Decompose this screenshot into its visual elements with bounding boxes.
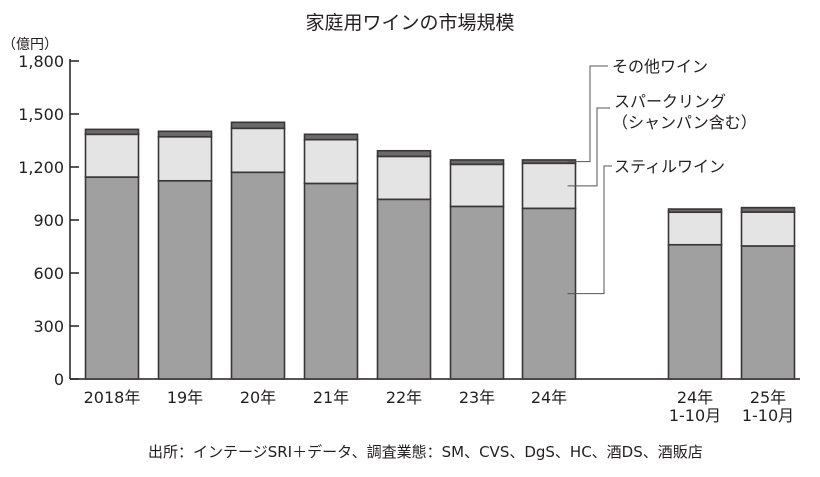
x-tick-label: 19年 bbox=[167, 388, 203, 407]
x-tick-label: 22年 bbox=[386, 388, 422, 407]
bar-segment bbox=[303, 138, 359, 185]
bar-segment bbox=[449, 163, 505, 208]
x-tick-label: 24年 bbox=[531, 388, 567, 407]
source-note: 出所：インテージSRI＋データ、調査業態：SM、CVS、DgS、HC、酒DS、酒… bbox=[148, 443, 703, 461]
bar-segment bbox=[740, 211, 796, 247]
x-tick-sublabel: 1-10月 bbox=[669, 406, 721, 425]
x-tick-label: 25年 bbox=[750, 388, 786, 407]
bar-segment bbox=[740, 206, 796, 213]
bar-segment bbox=[84, 128, 140, 136]
bar-segment bbox=[157, 179, 213, 380]
y-axis-label: （億円） bbox=[2, 37, 58, 53]
x-tick-label: 21年 bbox=[313, 388, 349, 407]
x-tick-sublabel: 1-10月 bbox=[742, 406, 794, 425]
bar-segment bbox=[376, 149, 432, 158]
y-tick-label: 600 bbox=[33, 264, 64, 283]
bar-segment bbox=[303, 182, 359, 380]
x-tick-label: 20年 bbox=[240, 388, 276, 407]
legend-label: その他ワイン bbox=[612, 57, 708, 76]
y-tick-label: 900 bbox=[33, 211, 64, 230]
legend-label: スパークリング bbox=[614, 92, 726, 111]
bar-segment bbox=[157, 135, 213, 182]
x-tick-label: 23年 bbox=[459, 388, 495, 407]
bar-segment bbox=[667, 208, 723, 214]
x-tick-label: 24年 bbox=[677, 388, 713, 407]
y-tick-label: 1,200 bbox=[18, 158, 64, 177]
bar-segment bbox=[376, 198, 432, 380]
chart-title: 家庭用ワインの市場規模 bbox=[305, 12, 515, 34]
bar-segment bbox=[84, 133, 140, 178]
x-tick-label: 2018年 bbox=[84, 388, 141, 407]
bar-segment bbox=[230, 127, 286, 174]
bar-segment bbox=[667, 211, 723, 246]
legend-label: スティルワイン bbox=[614, 157, 725, 176]
bar-segment bbox=[376, 155, 432, 201]
bar-segment bbox=[667, 243, 723, 380]
callout-line bbox=[567, 165, 612, 295]
bar-segment bbox=[157, 130, 213, 138]
bar-segment bbox=[303, 133, 359, 141]
y-tick-label: 1,800 bbox=[18, 52, 64, 71]
legend-label: （シャンパン含む） bbox=[612, 113, 757, 132]
bar-segment bbox=[449, 205, 505, 380]
bar-segment bbox=[230, 171, 286, 380]
y-tick-label: 1,500 bbox=[18, 105, 64, 124]
y-tick-label: 0 bbox=[54, 370, 64, 389]
y-tick-label: 300 bbox=[33, 317, 64, 336]
bar-segment bbox=[84, 176, 140, 380]
bar-segment bbox=[740, 245, 796, 380]
bar-segment bbox=[230, 121, 286, 130]
callout-line bbox=[567, 65, 608, 163]
bar-segment bbox=[449, 159, 505, 166]
callout-line bbox=[567, 107, 610, 187]
